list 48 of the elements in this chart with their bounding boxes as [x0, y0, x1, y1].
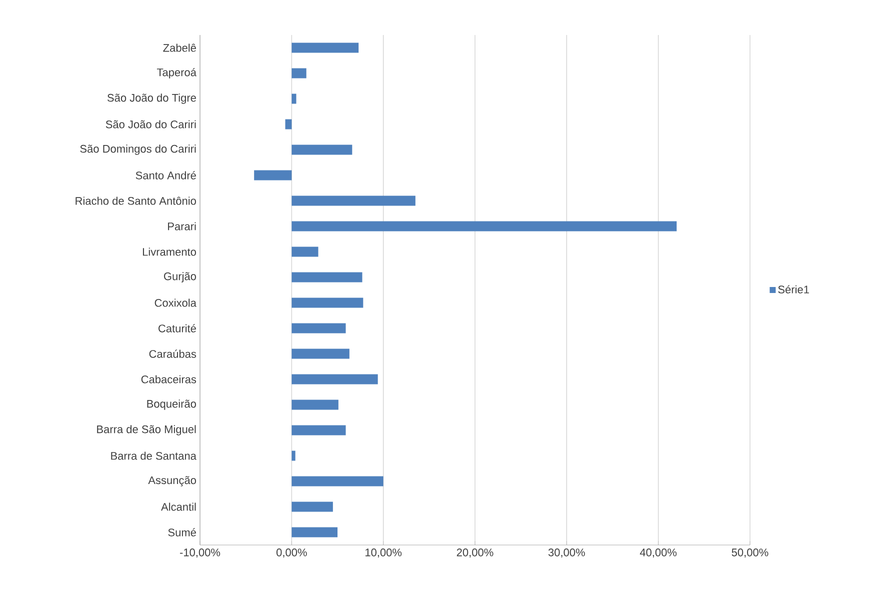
bar [292, 348, 350, 359]
y-tick-label: São João do Cariri [106, 120, 196, 128]
bar [292, 527, 338, 538]
y-tick-label: São Domingos do Cariri [80, 144, 196, 155]
y-tick-label: Riacho de Santo Antônio [76, 196, 196, 205]
bar [292, 400, 338, 410]
bar [285, 119, 292, 130]
bar [292, 374, 378, 384]
x-tick-label: 10,00% [366, 548, 402, 558]
y-tick-label: Caraúbas [149, 350, 196, 358]
bar [292, 221, 677, 232]
bar [292, 144, 352, 155]
y-tick-label: Livramento [142, 248, 196, 256]
y-tick-label: Alcantil [161, 502, 196, 511]
bar [292, 425, 346, 436]
bar [254, 170, 292, 180]
y-tick-label: São João do Tigre [107, 94, 196, 104]
y-tick-label: Coxixola [154, 298, 196, 307]
bar [292, 68, 306, 78]
y-tick-label: Boqueirão [147, 400, 196, 410]
bar [292, 450, 296, 461]
bar [292, 298, 364, 308]
y-tick-label: Assunção [148, 476, 196, 486]
x-tick-label: 50,00% [732, 548, 768, 558]
x-tick-label: -10,00% [180, 548, 220, 558]
y-tick-label: Santo André [136, 171, 196, 180]
bar [292, 196, 416, 206]
y-tick-label: Barra de São Miguel [97, 425, 196, 436]
y-tick-label: Gurjão [164, 272, 196, 282]
x-tick-label: 20,00% [456, 548, 494, 558]
bar [292, 42, 359, 53]
x-tick-label: 30,00% [548, 548, 585, 558]
bar [292, 476, 384, 486]
x-tick-label: 0,00% [276, 548, 307, 558]
bar [292, 502, 333, 512]
y-tick-label: Cabaceiras [141, 375, 196, 384]
bar [292, 323, 346, 334]
y-tick-label: Barra de Santana [111, 452, 196, 460]
x-tick-label: 40,00% [640, 548, 677, 558]
y-tick-label: Parari [168, 222, 196, 230]
bar [292, 246, 318, 257]
y-tick-label: Caturité [158, 324, 196, 332]
bar [292, 94, 296, 104]
bar [292, 272, 362, 282]
legend-label: Série1 [778, 285, 809, 294]
y-tick-label: Taperoá [156, 68, 196, 78]
y-tick-label: Zabelê [163, 44, 196, 52]
y-tick-label: Sumé [168, 528, 196, 536]
